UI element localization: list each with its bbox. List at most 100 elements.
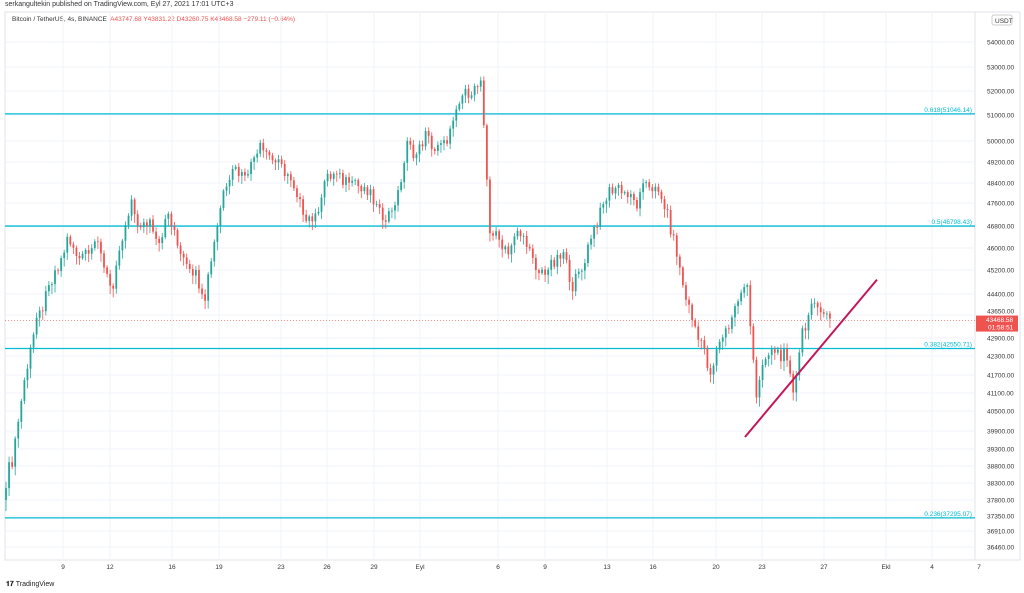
candle-body bbox=[418, 144, 421, 155]
candle-body bbox=[550, 259, 553, 270]
candle-body bbox=[623, 192, 626, 194]
candle-body bbox=[436, 144, 439, 151]
candle-body bbox=[731, 317, 733, 329]
candle-body bbox=[23, 380, 26, 401]
candle-body bbox=[758, 379, 761, 398]
candle-body bbox=[547, 269, 550, 275]
candle-body bbox=[685, 285, 687, 300]
candle-body bbox=[605, 200, 608, 205]
candle-body bbox=[556, 254, 559, 267]
candle-body bbox=[721, 337, 724, 342]
candle-body bbox=[807, 314, 810, 331]
price-tick-label: 37350.00 bbox=[987, 514, 1014, 521]
candle-body bbox=[565, 252, 568, 260]
candle-body bbox=[93, 241, 96, 249]
candle-body bbox=[492, 233, 494, 236]
candle-body bbox=[338, 173, 341, 174]
candle-body bbox=[394, 205, 396, 211]
candle-body bbox=[829, 313, 831, 319]
candle-body bbox=[191, 268, 194, 276]
candle-body bbox=[210, 261, 213, 275]
symbol-legend: Bitcoin / TetherUS, 4s, BINANCE A43747.6… bbox=[12, 16, 295, 23]
candle-body bbox=[381, 207, 384, 221]
candle-body bbox=[743, 287, 746, 293]
candle-body bbox=[188, 264, 191, 269]
candle-body bbox=[412, 144, 415, 159]
candle-body bbox=[158, 238, 161, 244]
candle-body bbox=[299, 197, 301, 200]
candle-body bbox=[633, 194, 635, 201]
candle-body bbox=[825, 313, 828, 315]
candle-body bbox=[773, 349, 776, 353]
candle-body bbox=[47, 285, 50, 292]
candle-body bbox=[332, 173, 335, 179]
candle-body bbox=[387, 211, 390, 222]
candle-body bbox=[424, 131, 427, 147]
candle-body bbox=[776, 349, 779, 353]
candle-body bbox=[308, 216, 311, 221]
candle-body bbox=[182, 253, 185, 258]
price-tick-label: 44400.00 bbox=[987, 292, 1014, 299]
candle-body bbox=[118, 250, 121, 266]
publisher-line: serkangultekin published on TradingView.… bbox=[5, 1, 234, 8]
price-tick-label: 39900.00 bbox=[987, 429, 1014, 436]
candle-body bbox=[636, 200, 638, 209]
candle-body bbox=[614, 187, 617, 194]
candle-body bbox=[433, 149, 436, 151]
candle-body bbox=[675, 235, 678, 257]
candle-body bbox=[20, 400, 23, 422]
candle-body bbox=[164, 218, 167, 238]
candle-body bbox=[746, 285, 749, 288]
price-tick-label: 43650.00 bbox=[987, 309, 1014, 316]
candle-body bbox=[458, 103, 461, 110]
candle-body bbox=[345, 177, 347, 185]
candle-body bbox=[795, 375, 798, 393]
candle-body bbox=[666, 209, 669, 211]
candle-body bbox=[277, 159, 280, 163]
candle-body bbox=[473, 86, 476, 96]
candle-body bbox=[231, 168, 234, 180]
candle-body bbox=[271, 155, 274, 161]
candle-body bbox=[678, 256, 681, 268]
candle-body bbox=[176, 230, 179, 246]
candle-body bbox=[440, 143, 442, 145]
price-tick-label: 54000.00 bbox=[987, 40, 1014, 47]
date-tick-label: 13 bbox=[603, 564, 611, 571]
candle-body bbox=[342, 173, 344, 185]
candle-body bbox=[525, 235, 528, 247]
footer-brand: 𝟏𝟕 TradingView bbox=[6, 581, 54, 589]
candle-body bbox=[663, 199, 666, 210]
candle-body bbox=[244, 172, 246, 176]
candle-body bbox=[596, 226, 599, 228]
candle-body bbox=[590, 238, 592, 245]
candle-body bbox=[378, 204, 381, 208]
price-tick-label: 47600.00 bbox=[987, 201, 1014, 208]
candle-body bbox=[219, 208, 222, 227]
candle-body bbox=[415, 154, 418, 159]
candle-body bbox=[38, 310, 41, 318]
candle-body bbox=[124, 225, 127, 241]
candle-body bbox=[528, 246, 531, 249]
candle-body bbox=[467, 88, 470, 98]
currency-badge bbox=[991, 14, 1013, 26]
candle-body bbox=[335, 173, 338, 175]
brand-name: TradingView bbox=[15, 581, 55, 588]
candle-body bbox=[5, 488, 7, 500]
high-value: Y43831.22 bbox=[143, 16, 175, 23]
candle-body bbox=[755, 359, 758, 398]
candle-body bbox=[44, 291, 47, 312]
candle-body bbox=[513, 236, 516, 246]
candle-body bbox=[366, 187, 369, 196]
candle-body bbox=[617, 184, 620, 188]
fib-level-label: 0.382(42550.71) bbox=[924, 341, 972, 348]
chart-frame bbox=[4, 11, 1021, 561]
candle-body bbox=[446, 140, 448, 144]
candle-body bbox=[234, 166, 237, 169]
candle-body bbox=[764, 359, 767, 365]
candle-body bbox=[409, 140, 412, 145]
candle-body bbox=[761, 364, 764, 380]
candle-body bbox=[250, 161, 252, 175]
candle-body bbox=[72, 244, 75, 248]
candle-body bbox=[822, 312, 825, 314]
